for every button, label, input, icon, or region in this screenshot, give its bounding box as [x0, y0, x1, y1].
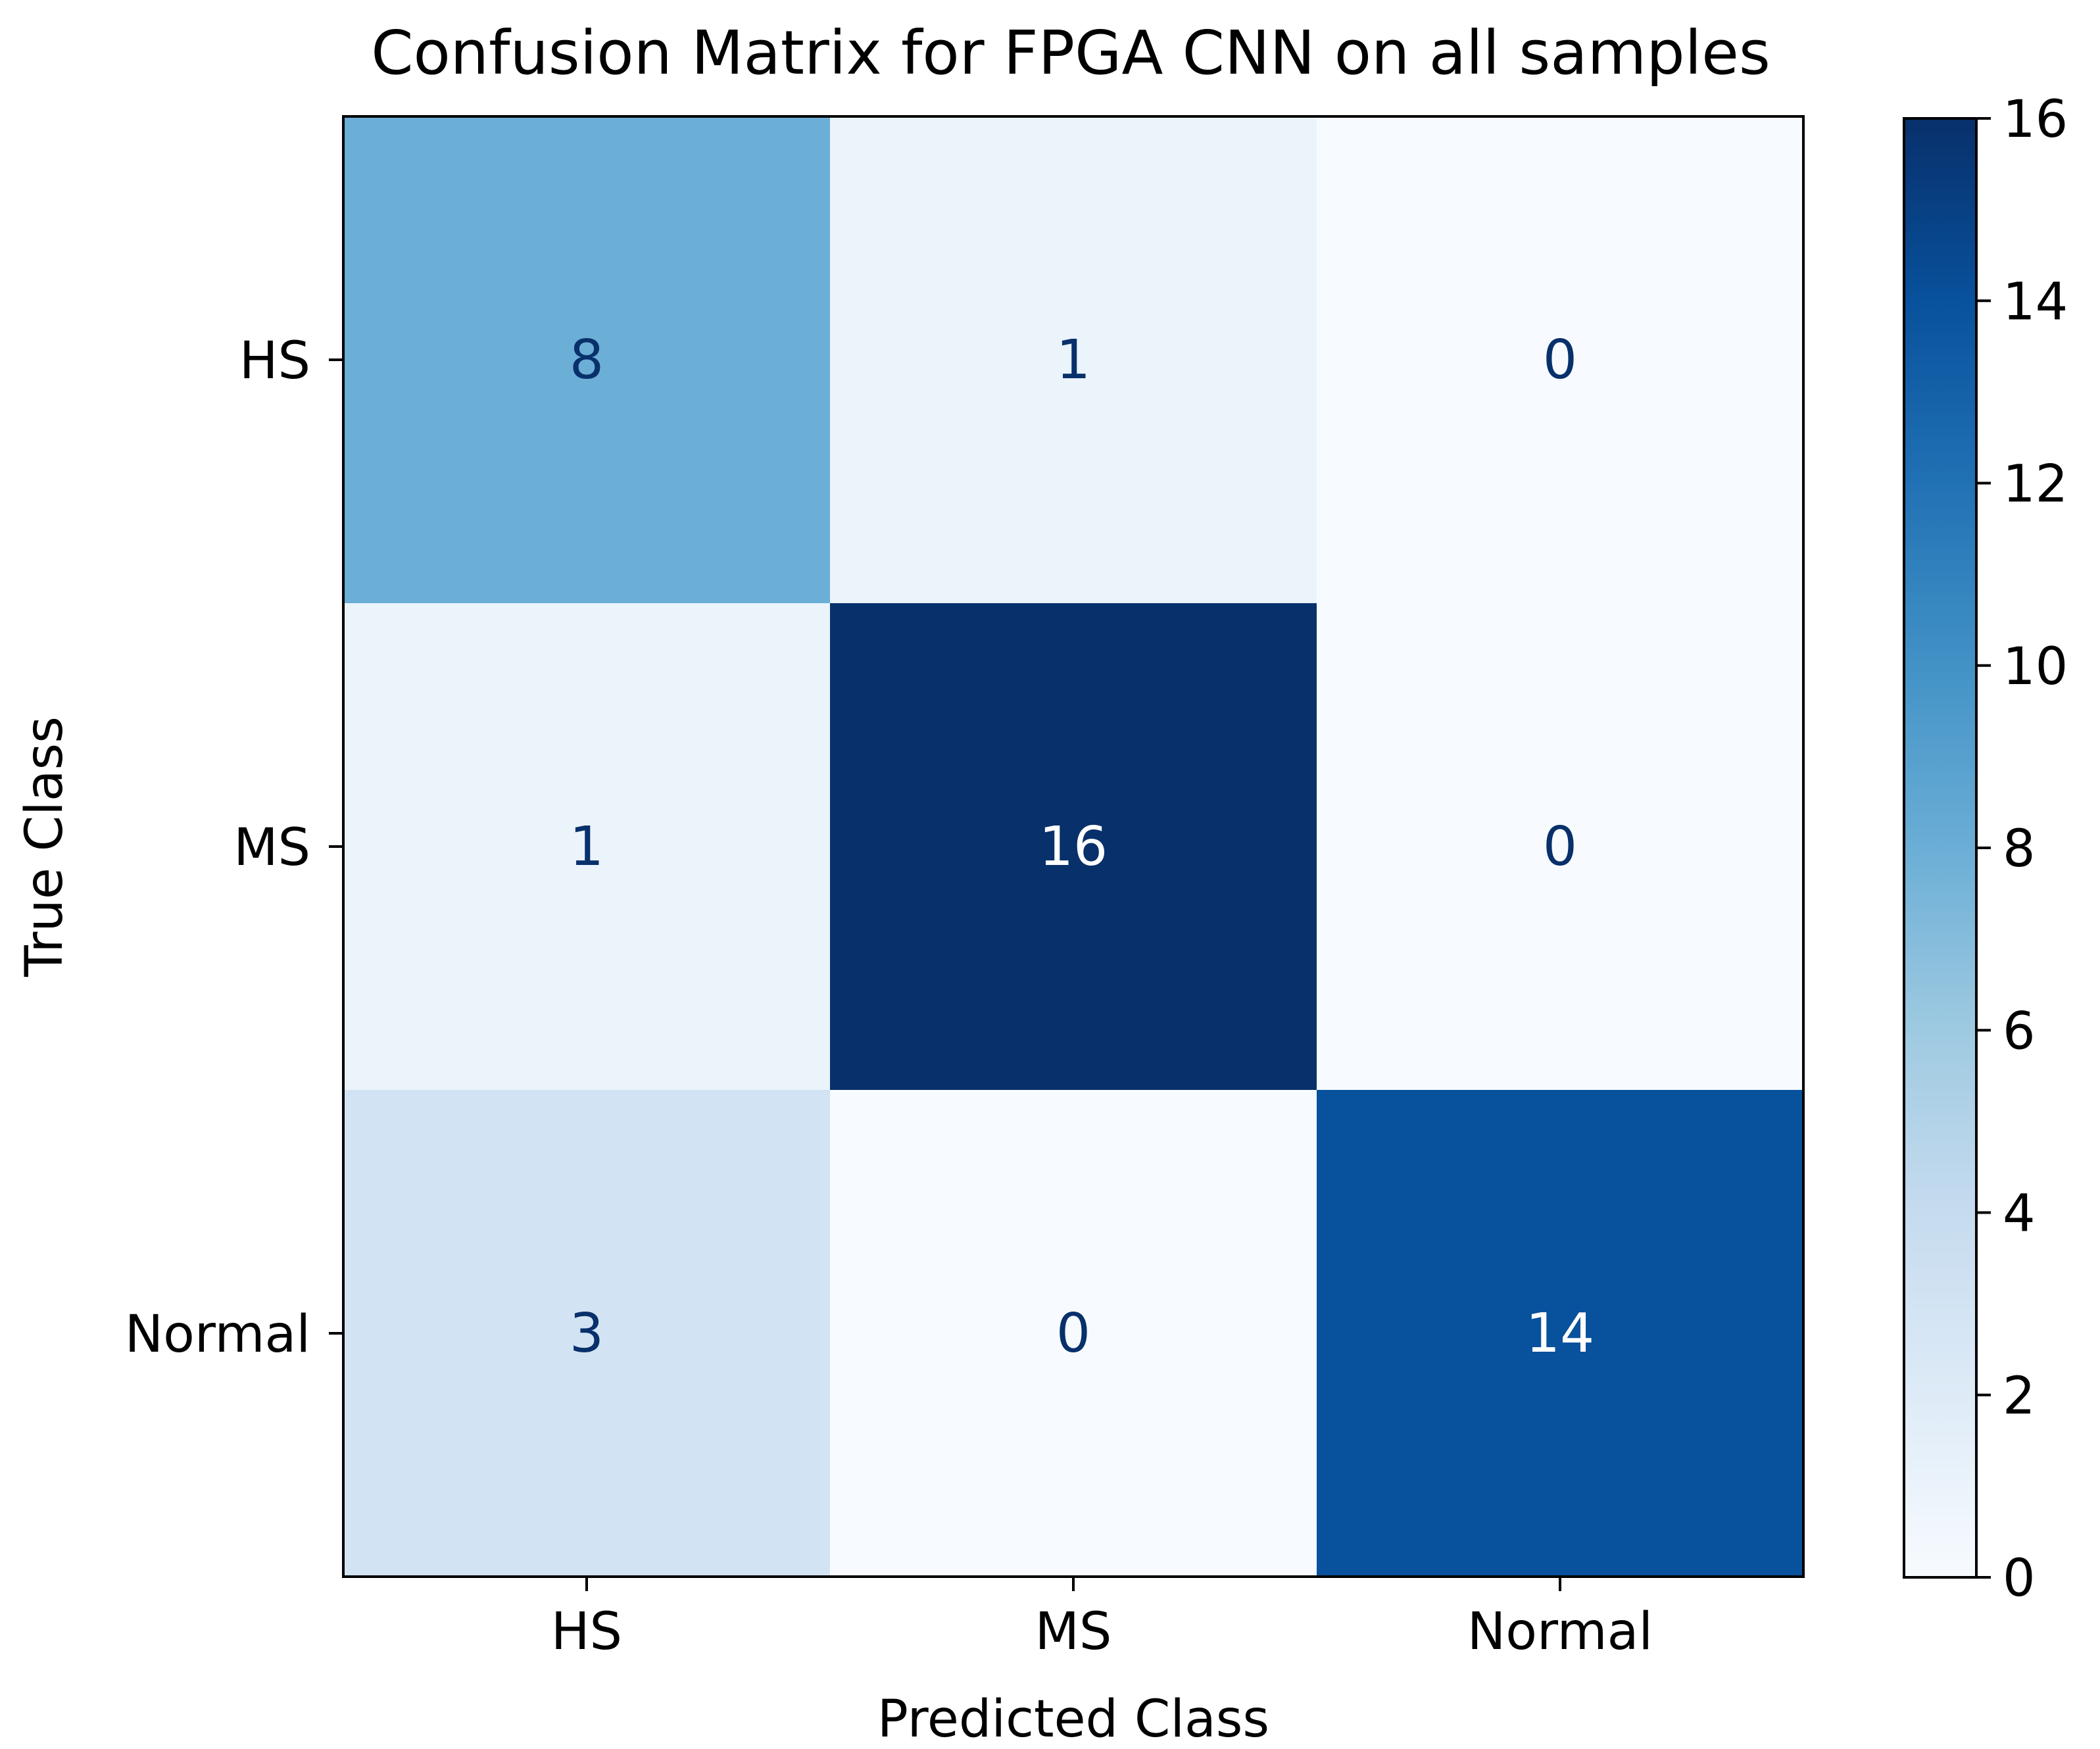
cell-value-label: 16	[1039, 816, 1108, 878]
x-axis: HS MS Normal	[551, 1577, 1653, 1662]
heatmap-cell	[1317, 603, 1804, 1091]
heatmap-cell	[343, 116, 831, 604]
heatmap-cell	[830, 1090, 1317, 1577]
colorbar-tick-label: 2	[2003, 1367, 2036, 1426]
heatmap-cell	[830, 116, 1317, 604]
heatmap-cell	[1317, 116, 1804, 604]
x-axis-label: Predicted Class	[877, 1690, 1269, 1749]
colorbar-ticks: 0 2 4 6 8 10 12 14 16	[1976, 90, 2068, 1608]
y-tick-label: MS	[233, 818, 310, 877]
cell-value-label: 1	[570, 816, 604, 878]
colorbar-tick-label: 4	[2003, 1185, 2036, 1244]
colorbar-tick-label: 14	[2003, 272, 2068, 332]
colorbar	[1903, 117, 1978, 1579]
cell-value-label: 8	[570, 329, 604, 391]
x-tick-label: MS	[1035, 1602, 1112, 1662]
heatmap-cell	[1317, 1090, 1804, 1577]
cell-value-label: 14	[1526, 1302, 1594, 1365]
y-tick-label: HS	[239, 332, 310, 391]
heatmap-cell	[343, 603, 831, 1091]
heatmap-cell	[830, 603, 1317, 1091]
colorbar-tick-label: 12	[2003, 455, 2068, 514]
heatmap-cell	[343, 1090, 831, 1577]
colorbar-tick-label: 8	[2003, 820, 2036, 879]
heatmap-cells: 8 1 0 1 16 0 3 0 14	[343, 116, 1804, 1577]
cell-value-label: 0	[1543, 329, 1577, 391]
cell-value-label: 0	[1543, 816, 1577, 878]
x-tick-label: Normal	[1467, 1602, 1653, 1662]
y-axis: HS MS Normal	[125, 332, 343, 1364]
cell-value-label: 3	[570, 1302, 604, 1365]
y-tick-label: Normal	[125, 1305, 310, 1364]
colorbar-tick-label: 0	[2003, 1549, 2036, 1608]
cell-value-label: 1	[1056, 329, 1090, 391]
y-axis-label: True Class	[15, 716, 74, 977]
x-tick-label: HS	[551, 1602, 622, 1662]
chart-title: Confusion Matrix for FPGA CNN on all sam…	[371, 18, 1770, 88]
colorbar-tick-label: 6	[2003, 1002, 2036, 1061]
cell-value-label: 0	[1056, 1302, 1090, 1365]
colorbar-tick-label: 10	[2003, 637, 2068, 697]
colorbar-tick-label: 16	[2003, 90, 2068, 149]
